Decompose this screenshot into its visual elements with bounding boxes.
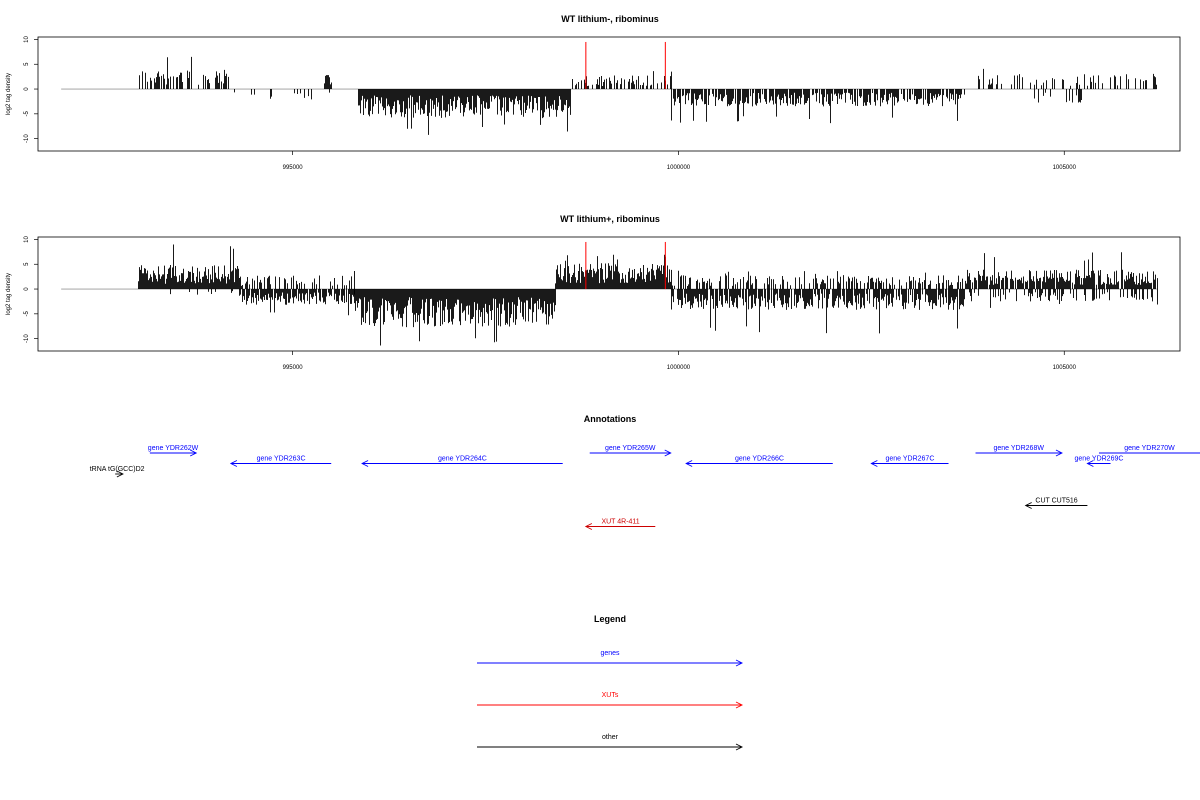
legend-title: Legend <box>594 614 626 624</box>
y-tick-label: 5 <box>24 262 30 266</box>
arrowhead <box>1055 449 1063 457</box>
feature-label: gene YDR270W <box>1124 445 1175 452</box>
red-marker-lines <box>585 41 666 90</box>
feature-label: gene YDR266C <box>735 456 784 463</box>
legend-items: genes XUTs other <box>477 650 744 751</box>
y-tick-label: 10 <box>24 235 30 242</box>
legend-arrowhead <box>735 701 744 709</box>
legend-label: genes <box>600 650 620 657</box>
arrowhead <box>189 449 198 457</box>
panel-title: WT lithium-, ribominus <box>561 14 659 24</box>
plot-frame <box>37 36 1181 152</box>
legend-arrowhead <box>735 743 744 751</box>
y-axis-label: log2 tag density <box>6 73 12 115</box>
x-tick-label: 995000 <box>283 165 304 171</box>
y-tick-label: 10 <box>24 35 30 42</box>
feature-arrow[interactable]: gene YDR264C <box>361 456 563 467</box>
arrowhead <box>664 449 672 457</box>
y-axis: 10 5 0 -5 -10 <box>24 235 38 343</box>
feature-arrow[interactable]: gene YDR267C <box>870 456 949 467</box>
arrowhead <box>584 523 593 530</box>
legend-label: other <box>602 734 619 741</box>
plot-frame <box>37 236 1181 352</box>
arrowhead <box>1086 460 1094 467</box>
x-tick-label: 1005000 <box>1053 165 1077 171</box>
feature-label: gene YDR269C <box>1075 456 1124 463</box>
y-tick-label: -10 <box>24 334 30 343</box>
arrowhead <box>1024 502 1032 509</box>
y-axis-label: log2 tag density <box>6 273 12 315</box>
y-tick-label: -5 <box>24 110 30 116</box>
y-tick-label: 0 <box>24 87 30 91</box>
legend-label: XUTs <box>602 692 619 699</box>
density-bars <box>61 56 1157 135</box>
y-tick-label: -10 <box>24 134 30 143</box>
feature-arrow[interactable]: CUT CUT516 <box>1024 498 1088 509</box>
x-tick-label: 1005000 <box>1053 365 1077 371</box>
feature-label: gene YDR262W <box>148 445 199 452</box>
feature-arrow[interactable]: gene YDR262W <box>148 445 199 457</box>
panel-lithium-minus: WT lithium-, ribominus log2 tag density … <box>6 14 1181 171</box>
panel-lithium-plus: WT lithium+, ribominus log2 tag density … <box>6 214 1181 371</box>
x-axis: 995000 1000000 1005000 <box>283 151 1077 171</box>
arrowhead <box>685 460 693 467</box>
y-tick-label: 0 <box>24 287 30 291</box>
arrowhead <box>229 460 238 467</box>
legend-item: XUTs <box>477 692 744 709</box>
feature-label: gene YDR267C <box>885 456 934 463</box>
panel-title: WT lithium+, ribominus <box>560 214 660 224</box>
arrowhead <box>361 460 369 467</box>
feature-label: tRNA tG(GCC)D2 <box>90 466 145 473</box>
x-tick-label: 1000000 <box>667 365 691 371</box>
red-marker-lines <box>585 241 666 290</box>
feature-label: CUT CUT516 <box>1035 498 1077 505</box>
y-tick-label: -5 <box>24 310 30 316</box>
feature-arrow[interactable]: gene YDR268W <box>975 445 1063 457</box>
density-bars <box>61 244 1158 346</box>
feature-arrow[interactable]: XUT 4R-411 <box>584 519 656 530</box>
arrowhead <box>116 470 124 478</box>
feature-arrow[interactable]: gene YDR270W <box>1098 445 1200 454</box>
feature-label: gene YDR264C <box>438 456 487 463</box>
feature-arrow[interactable]: tRNA tG(GCC)D2 <box>90 466 145 478</box>
feature-label: gene YDR265W <box>605 445 656 452</box>
legend-arrowhead <box>735 659 744 667</box>
feature-label: gene YDR263C <box>257 456 306 463</box>
x-axis: 995000 1000000 1005000 <box>283 351 1077 371</box>
feature-arrow[interactable]: gene YDR265W <box>589 445 672 457</box>
arrowhead <box>870 460 878 467</box>
feature-arrow[interactable]: gene YDR263C <box>229 456 332 467</box>
legend: Legend genes XUTs other <box>477 614 744 751</box>
feature-arrow[interactable]: gene YDR269C <box>1075 456 1124 467</box>
legend-item: other <box>477 734 744 751</box>
legend-item: genes <box>477 650 744 667</box>
feature-label: XUT 4R-411 <box>601 519 639 526</box>
feature-label: gene YDR268W <box>993 445 1044 452</box>
y-tick-label: 5 <box>24 62 30 66</box>
feature-arrows: gene YDR262W gene YDR263C gene YDR264C gene… <box>90 445 1200 530</box>
x-tick-label: 995000 <box>283 365 304 371</box>
feature-arrow[interactable]: gene YDR266C <box>685 456 833 467</box>
y-axis: 10 5 0 -5 -10 <box>24 35 38 143</box>
annotations-title: Annotations <box>584 414 637 424</box>
x-tick-label: 1000000 <box>667 165 691 171</box>
